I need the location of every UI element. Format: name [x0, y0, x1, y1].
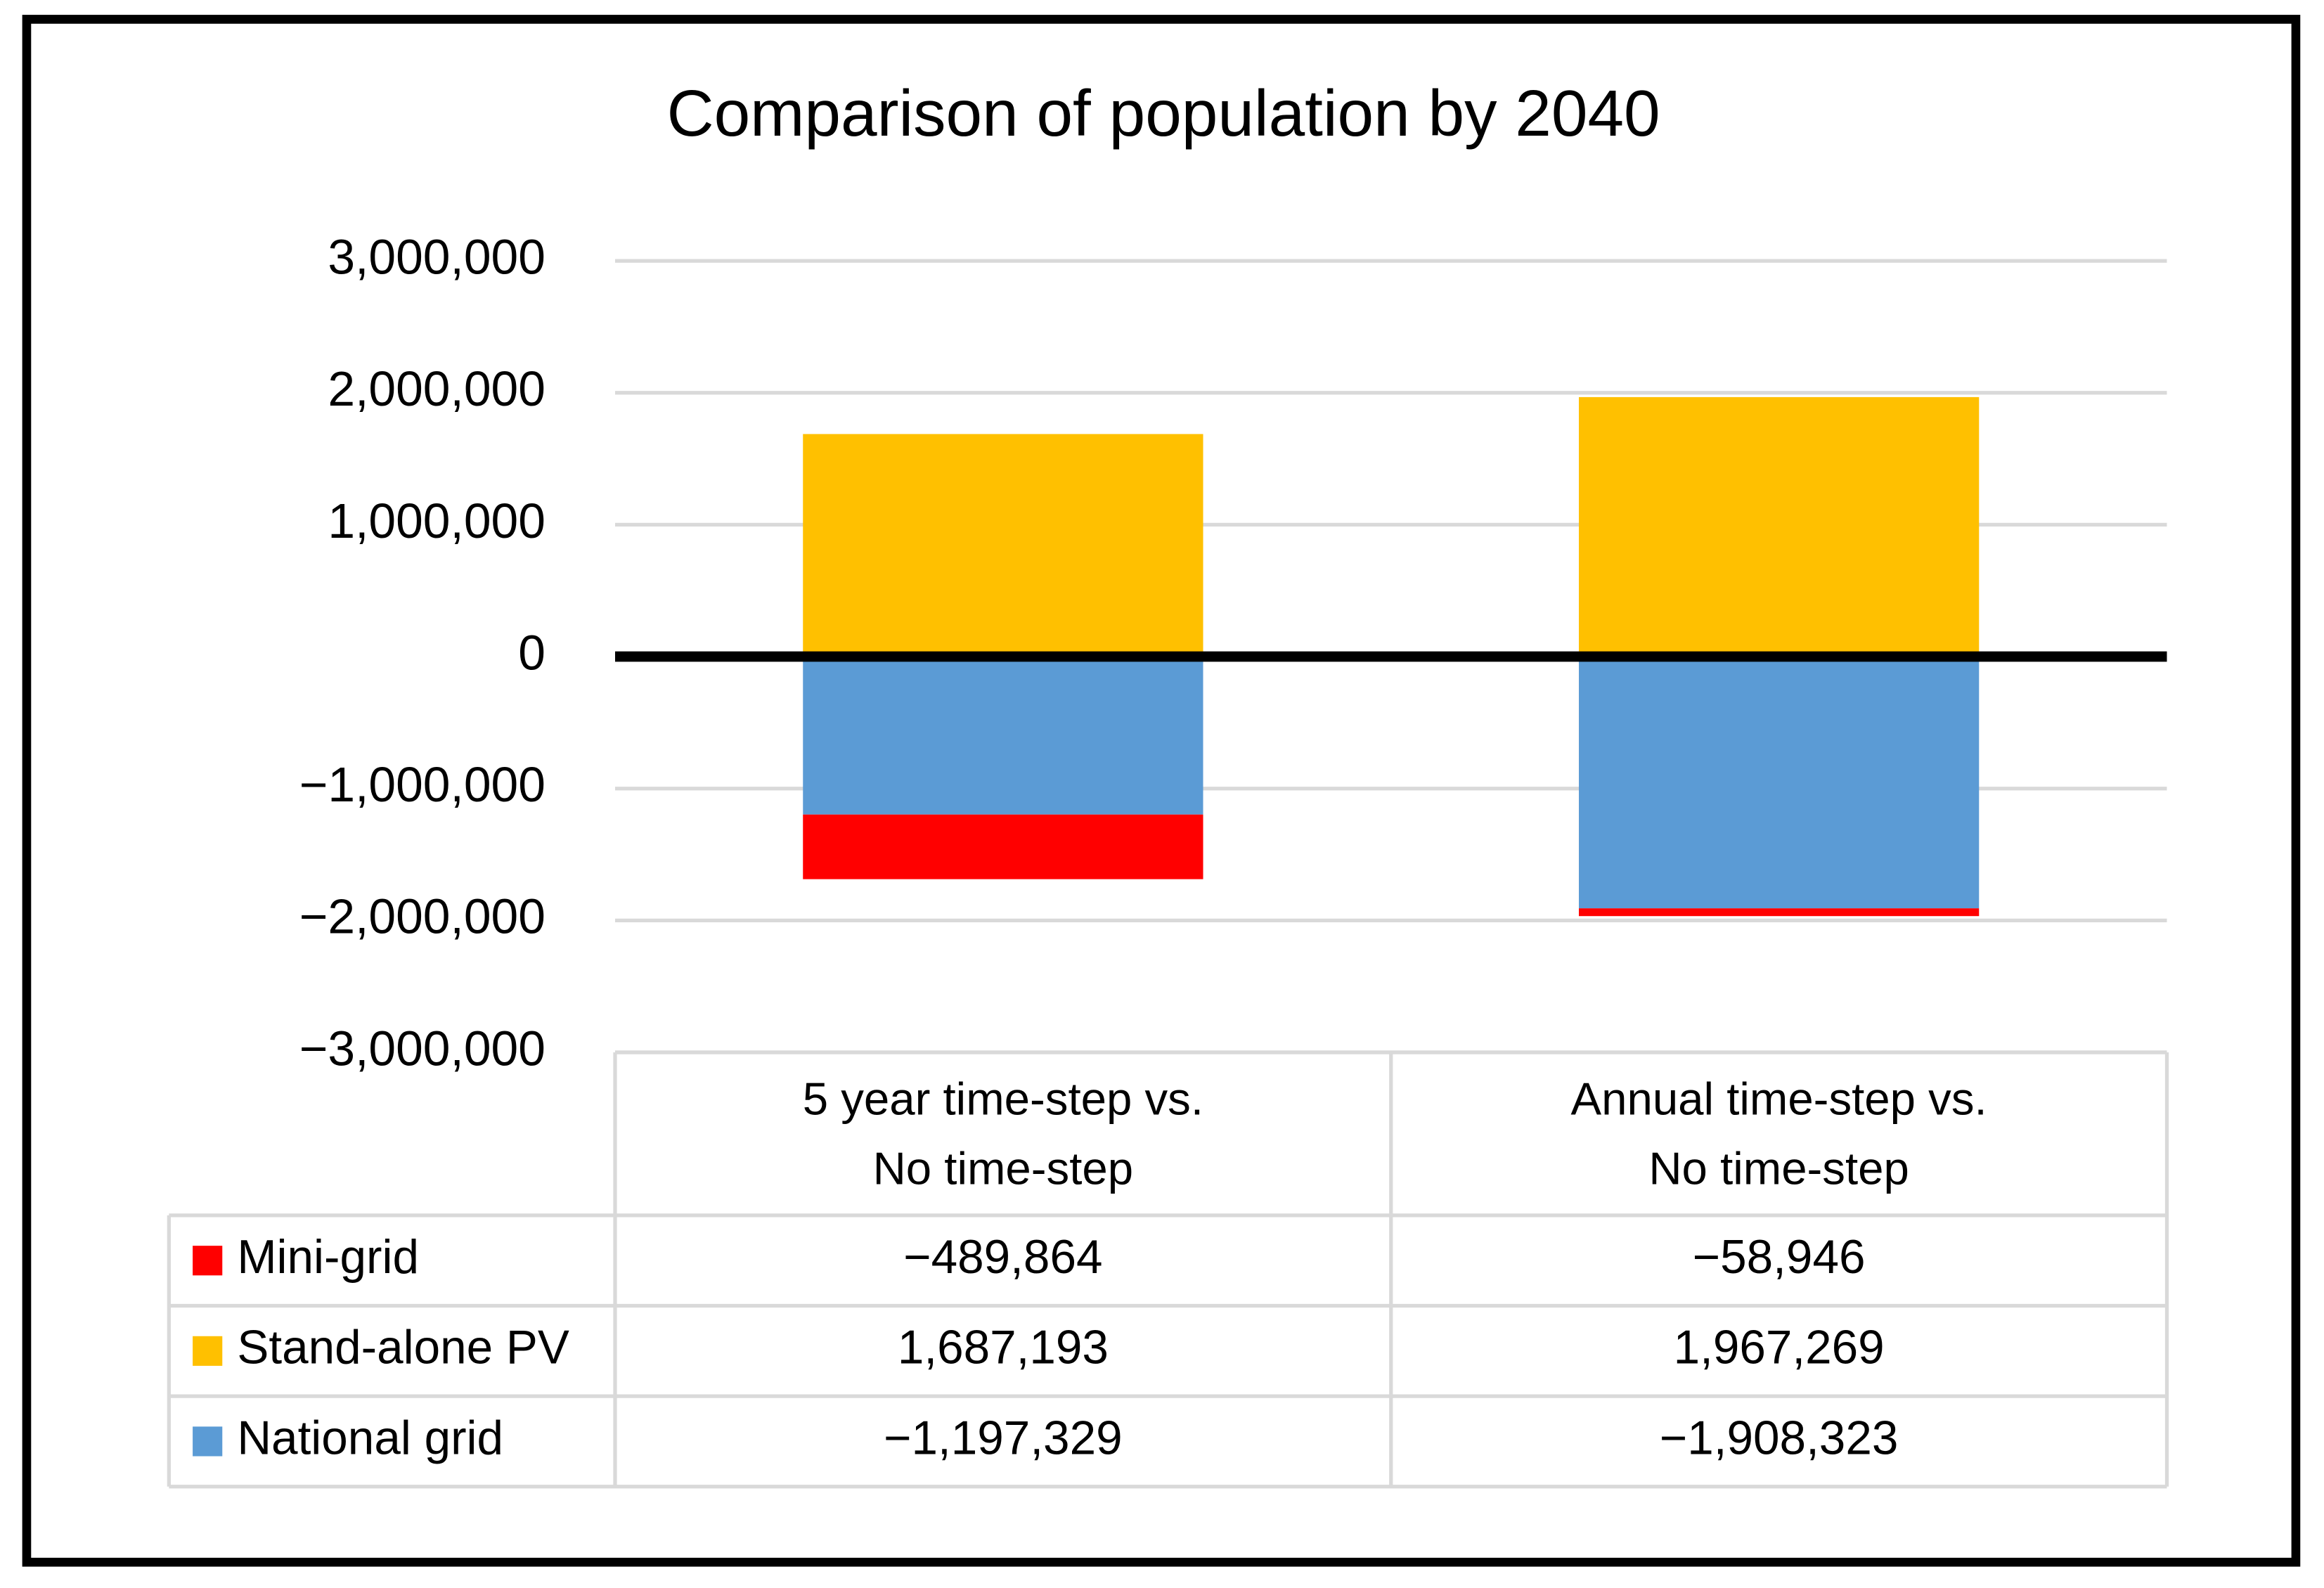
table-value: −1,908,323 [1660, 1412, 1898, 1464]
bar-segment [803, 434, 1203, 657]
legend-label: Mini-grid [237, 1231, 419, 1284]
chart-title: Comparison of population by 2040 [667, 77, 1660, 150]
legend-swatch [193, 1426, 223, 1457]
table-value: 1,687,193 [898, 1322, 1109, 1374]
x-tick-label: Annual time-step vs. No time-step [1570, 1073, 1987, 1195]
table-value: −489,864 [903, 1231, 1102, 1284]
bar-segment [1578, 396, 1980, 657]
y-tick-label: −2,000,000 [299, 889, 546, 944]
table-value: −1,197,329 [884, 1412, 1122, 1464]
legend-swatch [193, 1246, 223, 1276]
bar-segment [1578, 657, 1980, 909]
y-tick-label: −3,000,000 [299, 1021, 546, 1076]
y-tick-label: −1,000,000 [299, 757, 546, 812]
legend-label: National grid [237, 1412, 503, 1464]
bar-segment [803, 814, 1203, 879]
y-tick-label: 2,000,000 [328, 361, 545, 416]
y-tick-label: 1,000,000 [328, 493, 545, 548]
x-tick-label: 5 year time-step vs. No time-step [802, 1073, 1204, 1195]
legend-swatch [193, 1336, 223, 1366]
frame [22, 15, 2301, 1567]
x-category-cell: 5 year time-step vs. No time-step [802, 1073, 1204, 1195]
bar-segment [1578, 908, 1980, 917]
table-value: 1,967,269 [1674, 1322, 1885, 1374]
bar-segment [803, 657, 1203, 815]
table-value: −58,946 [1693, 1231, 1866, 1284]
x-category-cell: Annual time-step vs. No time-step [1570, 1073, 1987, 1195]
legend-label: Stand-alone PV [237, 1322, 569, 1374]
y-tick-label: 3,000,000 [328, 229, 545, 284]
y-tick-label: 0 [518, 625, 546, 680]
